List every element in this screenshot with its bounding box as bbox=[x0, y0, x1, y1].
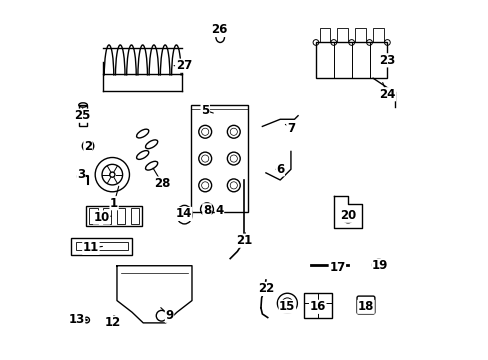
Text: 7: 7 bbox=[286, 122, 294, 135]
Text: 14: 14 bbox=[175, 207, 192, 220]
Text: 21: 21 bbox=[236, 234, 252, 247]
Bar bbox=[315, 42, 386, 78]
Text: 4: 4 bbox=[215, 204, 223, 217]
Bar bbox=[354, 28, 365, 42]
Text: 8: 8 bbox=[203, 204, 211, 217]
Text: 23: 23 bbox=[379, 54, 395, 67]
Text: 16: 16 bbox=[309, 300, 325, 313]
Text: 27: 27 bbox=[175, 59, 191, 72]
Text: 15: 15 bbox=[279, 300, 295, 313]
Bar bbox=[103, 208, 111, 224]
Text: 20: 20 bbox=[339, 209, 355, 222]
Text: 19: 19 bbox=[371, 259, 387, 272]
Bar bbox=[75, 242, 127, 250]
Bar bbox=[303, 293, 332, 318]
Text: 5: 5 bbox=[201, 104, 209, 117]
Text: 26: 26 bbox=[211, 23, 227, 36]
Text: 22: 22 bbox=[257, 283, 273, 296]
Text: 28: 28 bbox=[154, 177, 170, 190]
Bar bbox=[372, 28, 383, 42]
Text: 25: 25 bbox=[74, 109, 90, 122]
Bar bbox=[79, 105, 87, 126]
Text: 1: 1 bbox=[110, 197, 118, 210]
Bar bbox=[130, 208, 139, 224]
Text: 11: 11 bbox=[82, 241, 99, 255]
Text: 18: 18 bbox=[357, 300, 373, 313]
Text: 17: 17 bbox=[328, 261, 345, 274]
Text: 12: 12 bbox=[104, 316, 120, 329]
Bar bbox=[190, 105, 247, 212]
Text: 13: 13 bbox=[68, 313, 84, 326]
Text: 3: 3 bbox=[77, 168, 85, 181]
Text: 24: 24 bbox=[378, 88, 395, 101]
Text: 2: 2 bbox=[84, 140, 92, 153]
Text: 9: 9 bbox=[165, 309, 173, 322]
Text: 10: 10 bbox=[93, 211, 109, 224]
Bar bbox=[86, 206, 142, 226]
Bar bbox=[337, 28, 347, 42]
Bar bbox=[319, 28, 329, 42]
Bar bbox=[117, 208, 125, 224]
Text: 6: 6 bbox=[276, 163, 284, 176]
Bar bbox=[89, 208, 97, 224]
Bar bbox=[71, 238, 132, 255]
